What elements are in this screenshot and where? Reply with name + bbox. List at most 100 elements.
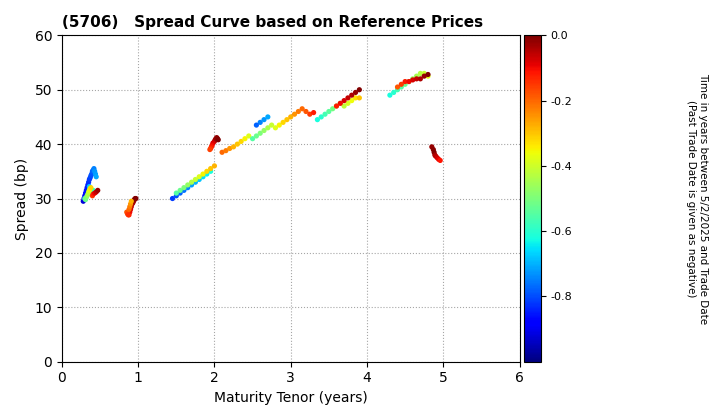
Point [167,195,179,202]
Point [122,210,133,217]
Point [220,147,232,154]
Point [84,185,96,192]
Point [254,130,266,136]
Point [428,149,440,156]
Point [85,187,96,194]
Point [338,97,350,104]
Point [91,189,102,195]
Point [315,113,327,120]
Point [209,163,220,169]
Point [262,113,274,120]
Point [431,155,443,161]
Point [126,201,138,207]
Point [247,135,258,142]
Point [79,192,91,199]
Point [327,105,338,112]
Point [350,94,361,101]
Point [330,103,342,110]
Point [251,133,262,139]
Point [392,84,403,90]
Point [207,142,218,149]
Point [89,190,101,197]
Point [206,144,217,150]
Text: (5706)   Spread Curve based on Reference Prices: (5706) Spread Curve based on Reference P… [62,15,483,30]
Point [430,153,441,160]
Point [186,181,197,188]
Point [205,168,217,175]
Point [83,179,94,186]
Point [266,122,277,129]
Point [270,124,282,131]
Point [426,144,438,150]
Point [201,168,212,175]
Point [130,195,141,202]
Point [418,70,430,77]
Point [124,203,135,210]
Point [384,92,395,99]
Point [78,195,90,202]
Point [338,103,350,110]
Point [205,165,217,172]
Point [84,174,96,181]
Point [235,138,247,145]
Point [335,100,346,107]
Point [79,195,91,202]
Point [209,138,220,145]
Point [87,167,99,173]
Point [297,105,308,112]
Point [422,73,433,79]
Point [262,124,274,131]
Point [289,111,300,118]
Point [82,191,94,197]
Point [395,84,407,90]
Point [86,190,98,197]
Point [211,134,222,141]
Point [80,190,91,197]
Point [197,171,209,177]
Point [201,171,212,177]
Point [212,135,223,142]
Point [319,111,330,118]
Point [342,94,354,101]
Point [123,212,135,218]
Point [122,212,134,218]
Point [89,168,101,175]
Point [129,196,140,203]
Point [216,149,228,156]
Point [85,184,96,191]
Point [82,181,94,188]
Point [121,209,132,215]
Point [90,171,102,177]
Point [171,192,182,199]
Point [403,78,415,85]
Point [212,136,224,143]
Point [285,113,297,120]
Point [194,176,205,183]
X-axis label: Maturity Tenor (years): Maturity Tenor (years) [214,391,368,405]
Point [128,198,140,205]
Point [210,135,222,142]
Point [86,171,97,177]
Point [346,97,358,104]
Point [85,172,96,179]
Point [84,185,96,192]
Point [418,73,430,79]
Point [243,133,255,139]
Point [323,108,335,115]
Point [354,87,365,93]
Point [81,187,92,194]
Point [415,76,426,82]
Y-axis label: Spread (bp): Spread (bp) [15,158,29,239]
Point [81,184,93,191]
Point [83,189,94,195]
Point [194,173,205,180]
Point [124,209,135,215]
Point [182,181,194,188]
Point [350,89,361,96]
Point [189,176,201,183]
Point [228,144,239,150]
Point [123,206,135,213]
Point [84,187,95,194]
Point [251,122,262,129]
Point [81,192,93,199]
